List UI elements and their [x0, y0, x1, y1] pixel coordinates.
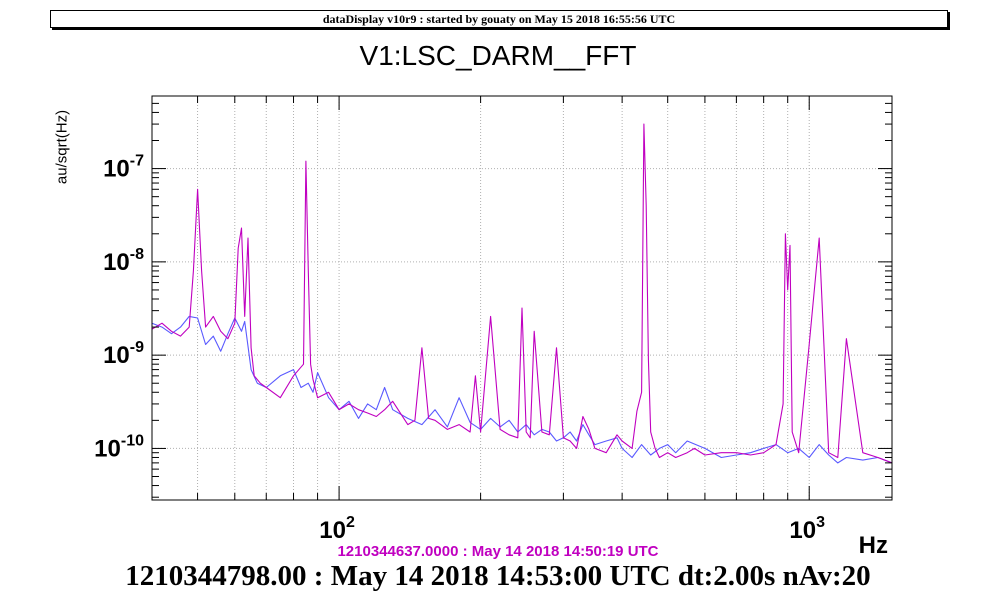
plot-area-frame	[151, 95, 893, 501]
x-axis-label: Hz	[859, 532, 888, 559]
series-trace-2	[151, 123, 893, 464]
y-tick-label: 10-7	[103, 153, 144, 183]
series-layer	[151, 123, 893, 464]
x-tick-label: 102	[319, 514, 355, 544]
x-tick-label: 103	[789, 514, 825, 544]
plot-frame	[151, 95, 893, 501]
tick-labels: 10-10 10-9 10-8 10-7 102 103 Hz	[94, 153, 888, 559]
grid-lines	[151, 96, 892, 500]
app-banner: dataDisplay v10r9 : started by gouaty on…	[50, 10, 948, 28]
footer-timestamp: 1210344798.00 : May 14 2018 14:53:00 UTC…	[125, 560, 871, 592]
y-tick-label: 10-8	[103, 246, 144, 276]
y-tick-label: 10-10	[94, 432, 144, 462]
chart-title: V1:LSC_DARM__FFT	[359, 40, 637, 71]
reference-timestamp: 1210344637.0000 : May 14 2018 14:50:19 U…	[337, 543, 659, 560]
y-tick-label: 10-9	[103, 339, 144, 369]
series-trace-1	[151, 315, 893, 464]
